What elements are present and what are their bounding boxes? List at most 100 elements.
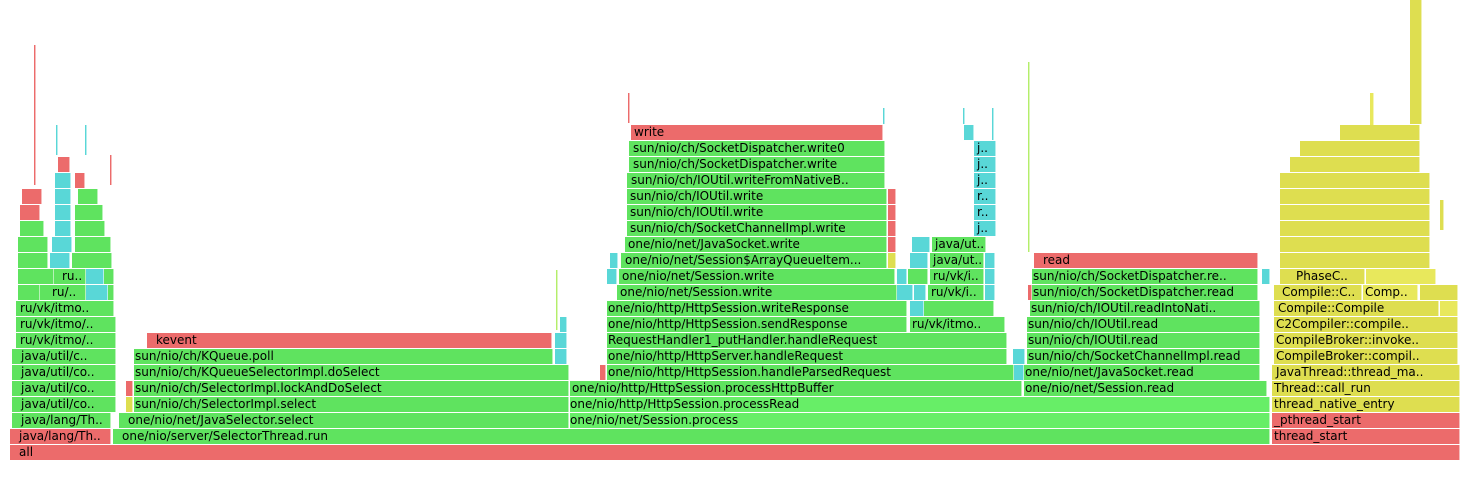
frame-kqueue-poll[interactable]: sun/nio/ch/KQueue.poll xyxy=(134,349,553,364)
frame-spike xyxy=(963,108,965,124)
frame-thread-native-entry[interactable]: thread_native_entry xyxy=(1272,397,1460,412)
frame-ioutil-write-2[interactable]: sun/nio/ch/IOUtil.write xyxy=(627,189,887,204)
frame-j-2[interactable]: j.. xyxy=(974,173,996,188)
frame-ru-vk-i-1[interactable]: ru/vk/i.. xyxy=(928,285,984,300)
frame-java-lang-thread-run[interactable]: java/lang/Th.. xyxy=(10,429,111,444)
frame-ru-vk-itmo-2[interactable]: ru/vk/itmo/.. xyxy=(16,317,116,332)
frame-java-ut-1[interactable]: java/ut.. xyxy=(930,253,984,268)
frame-stub xyxy=(55,189,71,204)
frame-write-response[interactable]: one/nio/http/HttpSession.writeResponse xyxy=(607,301,907,316)
frame-selector-impl-select[interactable]: sun/nio/ch/SelectorImpl.select xyxy=(134,397,569,412)
frame-java-thread-ma[interactable]: JavaThread::thread_ma.. xyxy=(1272,365,1460,380)
frame-dispatcher-write[interactable]: sun/nio/ch/SocketDispatcher.write xyxy=(629,157,885,172)
frame-compile-broker-compil[interactable]: CompileBroker::compil.. xyxy=(1274,349,1458,364)
frame-java-socket-read[interactable]: one/nio/net/JavaSocket.read xyxy=(1024,365,1260,380)
frame-read-into-native[interactable]: sun/nio/ch/IOUtil.readIntoNati.. xyxy=(1030,301,1260,316)
frame-java-util-co-2[interactable]: java/util/co.. xyxy=(12,381,116,396)
frame-ru-2[interactable]: ru.. xyxy=(54,269,86,284)
frame-socket-channel-read[interactable]: sun/nio/ch/SocketChannelImpl.read xyxy=(1027,349,1260,364)
frame-comp[interactable]: Comp.. xyxy=(1363,285,1418,300)
frame-java-lang-thread[interactable]: java/lang/Th.. xyxy=(12,413,111,428)
frame-spike xyxy=(883,108,885,124)
frame-spike xyxy=(110,155,112,185)
frame-stub xyxy=(55,173,71,188)
frame-session-read[interactable]: one/nio/net/Session.read xyxy=(1024,381,1267,396)
frame-stub xyxy=(75,237,111,252)
frame-compile-broker-invoke[interactable]: CompileBroker::invoke.. xyxy=(1274,333,1458,348)
frame-stub xyxy=(86,269,104,284)
frame-ru-1[interactable]: ru/.. xyxy=(40,285,86,300)
frame-dispatcher-write0[interactable]: sun/nio/ch/SocketDispatcher.write0 xyxy=(629,141,885,156)
frame-put-handler[interactable]: RequestHandler1_putHandler.handleRequest xyxy=(607,333,1007,348)
frame-stub xyxy=(914,285,926,300)
frame-stub xyxy=(1366,269,1436,284)
frame-stub xyxy=(910,301,924,316)
frame-ru-vk-itmo-3[interactable]: ru/vk/itmo.. xyxy=(16,301,114,316)
frame-stub xyxy=(18,237,48,252)
frame-java-util-co-3[interactable]: java/util/co.. xyxy=(12,365,116,380)
frame-java-util-c[interactable]: java/util/c.. xyxy=(12,349,116,364)
frame-j-3[interactable]: j.. xyxy=(974,157,996,172)
frame-stub xyxy=(555,333,567,348)
frame-j-4[interactable]: j.. xyxy=(974,141,996,156)
frame-j-1[interactable]: j.. xyxy=(974,221,996,236)
frame-kqueue-do-select[interactable]: sun/nio/ch/KQueueSelectorImpl.doSelect xyxy=(134,365,569,380)
frame-socket-channel-write[interactable]: sun/nio/ch/SocketChannelImpl.write xyxy=(627,221,887,236)
frame-ioutil-read-1[interactable]: sun/nio/ch/IOUtil.read xyxy=(1027,333,1260,348)
frame-stub xyxy=(1262,269,1270,284)
frame-ru-vk-itmo-1[interactable]: ru/vk/itmo/.. xyxy=(16,333,116,348)
frame-write-from-native[interactable]: sun/nio/ch/IOUtil.writeFromNativeB.. xyxy=(627,173,885,188)
frame-r-1[interactable]: r.. xyxy=(974,205,996,220)
frame-java-socket-write[interactable]: one/nio/net/JavaSocket.write xyxy=(625,237,887,252)
frame-ru-vk-i-2[interactable]: ru/vk/i.. xyxy=(930,269,984,284)
frame-spike xyxy=(34,45,36,185)
frame-stub xyxy=(108,285,114,300)
frame-thread-call-run[interactable]: Thread::call_run xyxy=(1272,381,1460,396)
frame-pthread-start[interactable]: _pthread_start xyxy=(1272,413,1460,428)
frame-ioutil-read-2[interactable]: sun/nio/ch/IOUtil.read xyxy=(1027,317,1260,332)
frame-stub xyxy=(126,381,133,396)
frame-c2-compile[interactable]: C2Compiler::compile.. xyxy=(1274,317,1458,332)
frame-write[interactable]: write xyxy=(631,125,883,140)
frame-array-queue-item[interactable]: one/nio/net/Session$ArrayQueueItem... xyxy=(621,253,887,268)
frame-handle-parsed-request[interactable]: one/nio/http/HttpSession.handleParsedReq… xyxy=(607,365,1014,380)
frame-all[interactable]: all xyxy=(10,445,1460,460)
frame-send-response[interactable]: one/nio/http/HttpSession.sendResponse xyxy=(607,317,907,332)
frame-process-read[interactable]: one/nio/http/HttpSession.processRead xyxy=(570,397,1270,412)
frame-compile-c[interactable]: Compile::C.. xyxy=(1274,285,1362,300)
frame-lock-and-do-select[interactable]: sun/nio/ch/SelectorImpl.lockAndDoSelect xyxy=(134,381,569,396)
frame-handle-request[interactable]: one/nio/http/HttpServer.handleRequest xyxy=(607,349,1007,364)
frame-stub xyxy=(20,221,44,236)
frame-process-http-buffer[interactable]: one/nio/http/HttpSession.processHttpBuff… xyxy=(570,381,1022,396)
frame-session-write-1[interactable]: one/nio/net/Session.write xyxy=(617,285,897,300)
frame-stub xyxy=(104,269,114,284)
frame-java-ut-2[interactable]: java/ut.. xyxy=(932,237,986,252)
frame-ioutil-write-1[interactable]: sun/nio/ch/IOUtil.write xyxy=(627,205,887,220)
frame-java-selector-select[interactable]: one/nio/net/JavaSelector.select xyxy=(119,413,569,428)
frame-stub xyxy=(555,349,567,364)
frame-selector-thread-run[interactable]: one/nio/server/SelectorThread.run xyxy=(113,429,1270,444)
frame-java-util-co-1[interactable]: java/util/co.. xyxy=(12,397,116,412)
frame-kevent[interactable]: kevent xyxy=(147,333,552,348)
frame-stub xyxy=(50,253,70,268)
frame-dispatcher-re[interactable]: sun/nio/ch/SocketDispatcher.re.. xyxy=(1032,269,1258,284)
frame-ru-vk-itmo-mid[interactable]: ru/vk/itmo.. xyxy=(910,317,1005,332)
frame-stub xyxy=(22,189,42,204)
frame-spike xyxy=(556,270,558,330)
frame-stub xyxy=(610,253,618,268)
frame-stub xyxy=(910,253,928,268)
frame-thread-start[interactable]: thread_start xyxy=(1272,429,1460,444)
frame-session-write-2[interactable]: one/nio/net/Session.write xyxy=(619,269,895,284)
frame-stub xyxy=(78,189,98,204)
frame-stub xyxy=(86,285,108,300)
frame-stub xyxy=(985,285,995,300)
frame-spike xyxy=(1440,200,1444,230)
frame-phase-c[interactable]: PhaseC.. xyxy=(1280,269,1365,284)
frame-r-2[interactable]: r.. xyxy=(974,189,996,204)
frame-dispatcher-read[interactable]: sun/nio/ch/SocketDispatcher.read xyxy=(1032,285,1258,300)
frame-stub xyxy=(607,269,617,284)
frame-session-process[interactable]: one/nio/net/Session.process xyxy=(570,413,1270,428)
frame-read[interactable]: read xyxy=(1034,253,1258,268)
frame-compile-compile[interactable]: Compile::Compile xyxy=(1274,301,1439,316)
